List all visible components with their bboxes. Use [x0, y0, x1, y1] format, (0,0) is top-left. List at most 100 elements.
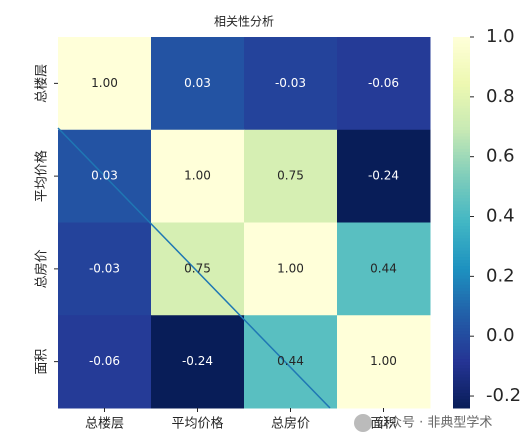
- colorbar-segment: [453, 49, 470, 53]
- colorbar-segment: [453, 305, 470, 310]
- colorbar-segment: [453, 114, 470, 118]
- colorbar-segment: [453, 173, 470, 177]
- colorbar-segment: [453, 352, 470, 356]
- colorbar-segment: [453, 89, 470, 94]
- y-tick-label: 总房价: [34, 249, 50, 288]
- colorbar-segment: [453, 268, 470, 273]
- heatmap: [58, 37, 431, 409]
- colorbar-segment: [453, 166, 470, 171]
- colorbar-segment: [453, 58, 470, 63]
- colorbar-segment: [453, 259, 470, 264]
- colorbar-segment: [453, 389, 470, 394]
- heatmap-cell: [58, 315, 152, 409]
- cell-label: 1.00: [277, 261, 304, 275]
- colorbar-segment: [453, 327, 470, 332]
- colorbar-segment: [453, 336, 470, 341]
- colorbar-segment: [453, 154, 470, 159]
- colorbar-segment: [453, 358, 470, 363]
- cell-label: -0.03: [275, 76, 306, 90]
- colorbar-segment: [453, 210, 470, 214]
- colorbar-segment: [453, 250, 470, 254]
- colorbar-segment: [453, 244, 470, 248]
- y-tick-label: 面积: [35, 349, 50, 375]
- colorbar-segment: [453, 256, 470, 261]
- colorbar-segment: [453, 401, 470, 406]
- cell-label: 1.00: [370, 354, 397, 368]
- colorbar-segment: [453, 275, 470, 279]
- heatmap-cell: [244, 129, 338, 223]
- colorbar-segment: [453, 77, 470, 81]
- colorbar-segment: [453, 74, 470, 78]
- colorbar-segment: [453, 40, 470, 44]
- colorbar-tick-label: 0.4: [486, 206, 515, 227]
- colorbar-segment: [453, 194, 470, 199]
- colorbar-segment: [453, 383, 470, 387]
- cell-label: -0.24: [368, 169, 399, 183]
- colorbar-segment: [453, 92, 470, 97]
- x-tick-label: 面积: [370, 417, 396, 432]
- colorbar-segment: [453, 287, 470, 292]
- heatmap-cell: [244, 315, 338, 409]
- colorbar-segment: [453, 299, 470, 304]
- colorbar-tick-label: 0.8: [486, 86, 515, 107]
- heatmap-cell: [337, 37, 431, 131]
- heatmap-cell: [337, 315, 431, 409]
- colorbar-segment: [453, 284, 470, 288]
- colorbar-segment: [453, 120, 470, 125]
- heatmap-cell: [244, 37, 338, 131]
- colorbar-tick-label: 0.6: [486, 146, 515, 167]
- heatmap-cell: [151, 129, 245, 223]
- cell-label: 0.03: [91, 169, 118, 183]
- colorbar-segment: [453, 67, 470, 72]
- colorbar-segment: [453, 182, 470, 186]
- colorbar-tick-label: 1.0: [486, 26, 515, 47]
- colorbar-segment: [453, 398, 470, 403]
- x-tick-label: 平均价格: [171, 416, 223, 432]
- colorbar-segment: [453, 71, 470, 75]
- cell-label: 1.00: [184, 169, 211, 183]
- colorbar-segment: [453, 213, 470, 217]
- colorbar-segment: [453, 302, 470, 307]
- colorbar-segment: [453, 395, 470, 400]
- colorbar-segment: [453, 367, 470, 372]
- colorbar-tick-label: 0.0: [486, 325, 515, 346]
- heatmap-cell: [151, 315, 245, 409]
- cell-label: 0.75: [184, 261, 211, 275]
- colorbar-segment: [453, 61, 470, 66]
- colorbar-segment: [453, 111, 470, 115]
- colorbar-segment: [453, 349, 470, 353]
- heatmap-cell: [337, 129, 431, 223]
- heatmap-cell: [58, 222, 152, 316]
- cell-label: -0.06: [89, 354, 120, 368]
- colorbar-segment: [453, 148, 470, 152]
- colorbar-segment: [453, 370, 470, 375]
- cell-label: -0.03: [89, 261, 120, 275]
- colorbar-segment: [453, 324, 470, 329]
- colorbar-segment: [453, 207, 470, 211]
- colorbar-segment: [453, 228, 470, 233]
- colorbar-segment: [453, 163, 470, 168]
- colorbar-tick-label: 0.2: [486, 265, 515, 286]
- colorbar-segment: [453, 241, 470, 245]
- colorbar-segment: [453, 404, 470, 409]
- colorbar-segment: [453, 80, 470, 84]
- colorbar-segment: [453, 95, 470, 100]
- colorbar-segment: [453, 315, 470, 319]
- colorbar-segment: [453, 179, 470, 183]
- colorbar-segment: [453, 123, 470, 128]
- colorbar-segment: [453, 43, 470, 47]
- colorbar-segment: [453, 355, 470, 360]
- colorbar-segment: [453, 330, 470, 335]
- colorbar-segment: [453, 234, 470, 239]
- cell-label: 0.44: [370, 261, 397, 275]
- colorbar-segment: [453, 231, 470, 236]
- colorbar-segment: [453, 46, 470, 50]
- colorbar-segment: [453, 132, 470, 137]
- colorbar-segment: [453, 86, 470, 91]
- colorbar-segment: [453, 105, 470, 109]
- colorbar-segment: [453, 222, 470, 227]
- colorbar-segment: [453, 129, 470, 134]
- y-tick-label: 平均价格: [34, 150, 50, 202]
- colorbar-segment: [453, 117, 470, 121]
